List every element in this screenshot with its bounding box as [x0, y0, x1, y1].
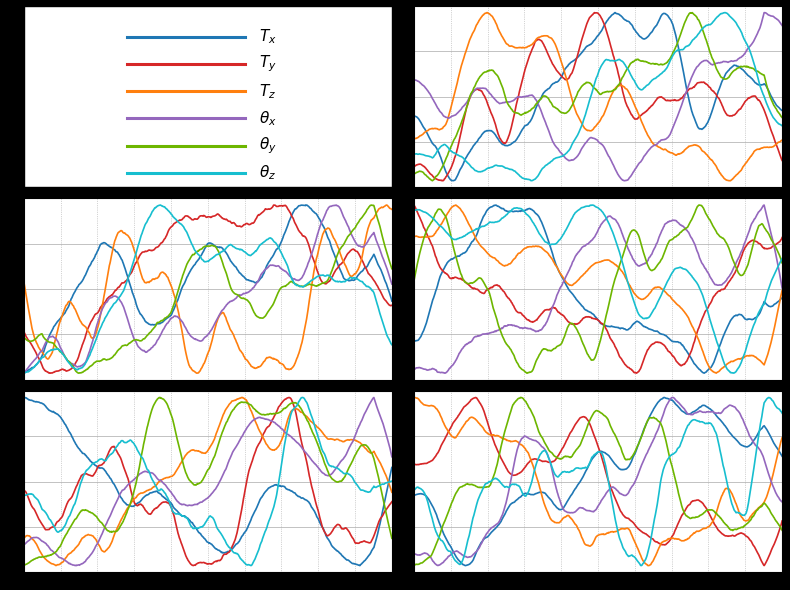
Text: $\theta_z$: $\theta_z$	[259, 163, 276, 182]
Text: $T_z$: $T_z$	[259, 82, 276, 100]
Text: $T_y$: $T_y$	[259, 54, 277, 74]
Text: $\theta_y$: $\theta_y$	[259, 135, 277, 156]
Text: $T_x$: $T_x$	[259, 27, 277, 46]
Text: $\theta_x$: $\theta_x$	[259, 109, 277, 128]
